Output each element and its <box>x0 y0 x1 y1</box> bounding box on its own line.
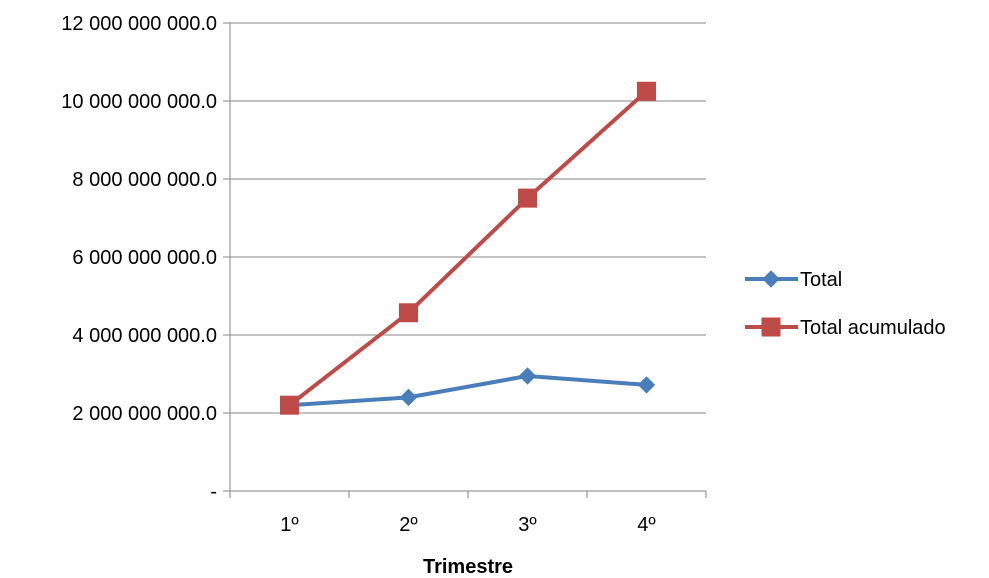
y-tick-label: 2 000 000 000.0 <box>72 403 217 425</box>
axes <box>223 22 707 498</box>
legend-label: Total <box>800 269 842 291</box>
legend-marker <box>762 270 780 288</box>
data-point-marker <box>637 81 656 101</box>
y-tick-label: 10 000 000 000.0 <box>61 91 217 113</box>
y-tick-label: 8 000 000 000.0 <box>72 169 217 191</box>
data-point-marker <box>280 395 299 415</box>
series <box>280 81 656 415</box>
series-total-acumulado <box>280 81 656 415</box>
data-point-marker <box>399 388 418 407</box>
y-tick-label: 6 000 000 000.0 <box>72 247 217 269</box>
gridlines <box>230 22 706 414</box>
legend: Total Total acumulado <box>745 269 946 339</box>
x-tick-label: 4º <box>637 514 656 536</box>
x-tick-label: 2º <box>399 514 418 536</box>
y-tick-label: 12 000 000 000.0 <box>61 13 217 35</box>
series-line <box>288 89 648 407</box>
x-tick-labels: 1º 2º 3º 4º <box>280 514 656 536</box>
legend-marker <box>761 317 781 337</box>
legend-item: Total <box>745 269 842 291</box>
legend-label: Total acumulado <box>800 317 946 339</box>
series-line <box>289 373 647 408</box>
data-point-marker <box>399 303 418 323</box>
x-tick-label: 1º <box>280 514 299 536</box>
y-tick-labels: - 2 000 000 000.0 4 000 000 000.0 6 000 000… <box>61 13 217 503</box>
y-tick-label: 4 000 000 000.0 <box>72 325 217 347</box>
series-total <box>280 367 656 414</box>
x-tick-label: 3º <box>518 514 537 536</box>
data-point-marker <box>518 188 537 208</box>
legend-item: Total acumulado <box>745 317 946 339</box>
data-point-marker <box>637 376 656 394</box>
data-point-marker <box>518 367 537 385</box>
y-tick-label: - <box>210 481 217 503</box>
x-axis-title: Trimestre <box>423 556 513 578</box>
